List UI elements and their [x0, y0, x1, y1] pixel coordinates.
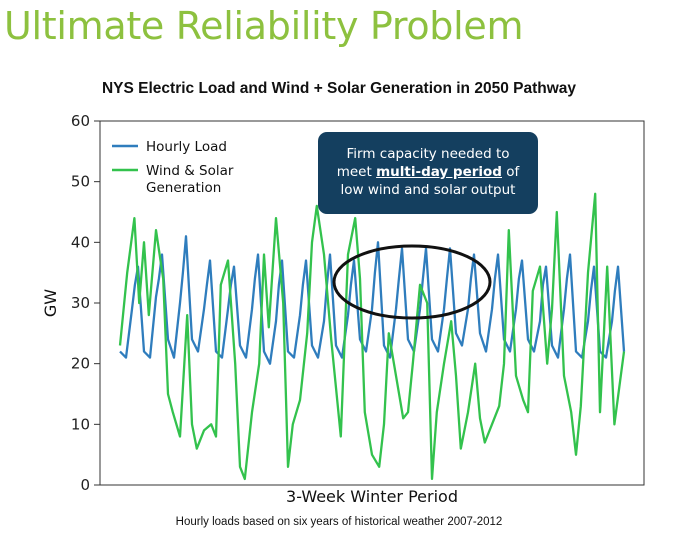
chart-title: NYS Electric Load and Wind + Solar Gener… — [101, 80, 577, 97]
highlight-ellipse — [332, 244, 492, 320]
legend-label-wind-solar: Wind & Solar Generation — [146, 163, 234, 196]
footnote: Hourly loads based on six years of histo… — [175, 516, 503, 528]
y-tick-label: 60 — [71, 112, 90, 130]
y-axis: 0 10 20 30 40 50 60 — [71, 112, 100, 494]
y-tick-label: 40 — [71, 233, 90, 251]
callout-line-3: low wind and solar output — [340, 182, 516, 198]
legend: Hourly Load Wind & Solar Generation — [112, 139, 234, 196]
y-tick-label: 50 — [71, 173, 90, 191]
x-axis-label: 3-Week Winter Period — [286, 487, 458, 506]
series-layer — [118, 192, 626, 481]
callout-line-2: meet multi-day period of — [318, 163, 538, 181]
callout-suffix: of — [501, 164, 520, 180]
series-line-hourly-load — [119, 235, 626, 365]
y-tick-label: 0 — [80, 476, 90, 494]
callout-line-1: Firm capacity needed to — [346, 146, 510, 162]
y-tick-label: 10 — [71, 415, 90, 433]
callout-box: Firm capacity needed to meet multi-day p… — [318, 132, 538, 214]
slide-title: Ultimate Reliability Problem — [4, 4, 524, 48]
y-tick-label: 30 — [71, 294, 90, 312]
callout-emphasis: multi-day period — [376, 164, 502, 180]
y-axis-label: GW — [41, 289, 60, 317]
legend-label-load: Hourly Load — [146, 139, 227, 155]
callout-prefix: meet — [336, 164, 377, 180]
legend-label-line-2: Generation — [146, 180, 221, 196]
legend-label-line-1: Wind & Solar — [146, 163, 234, 179]
series-line-wind-solar — [118, 192, 626, 481]
y-tick-label: 20 — [71, 355, 90, 373]
